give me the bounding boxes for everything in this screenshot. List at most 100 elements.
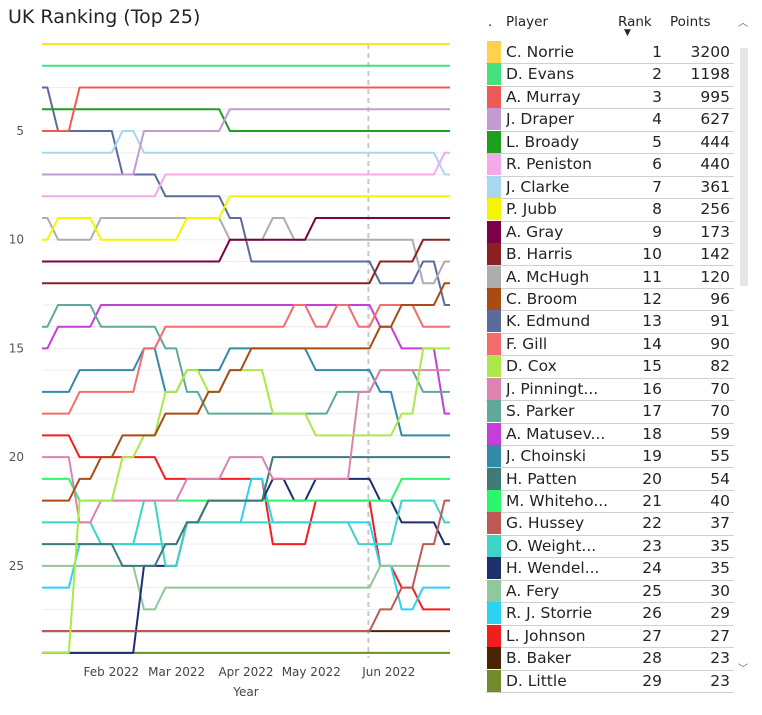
player-rank: 13 <box>642 312 662 331</box>
scroll-down-icon[interactable]: ﹀ <box>738 664 748 675</box>
series-line-h-patten[interactable] <box>42 456 450 567</box>
vertical-scrollbar[interactable] <box>740 48 748 286</box>
table-row[interactable]: P. Jubb 8 256 <box>486 198 734 222</box>
points-column-header[interactable]: Points <box>670 14 711 30</box>
y-tick-label: 15 <box>9 341 24 355</box>
table-row[interactable]: D. Little 29 23 <box>486 669 734 693</box>
player-rank: 21 <box>642 492 662 510</box>
player-points: 256 <box>700 200 730 219</box>
series-line-j-clarke[interactable] <box>42 129 450 176</box>
series-line-j-draper[interactable] <box>42 108 450 176</box>
table-row[interactable]: M. Whiteho... 21 40 <box>486 490 734 514</box>
table-row[interactable]: G. Hussey 22 37 <box>486 512 734 536</box>
color-swatch <box>487 377 501 400</box>
series-line-a-mchugh[interactable] <box>42 216 450 285</box>
series-line-a-matusevich[interactable] <box>42 303 450 415</box>
color-swatch <box>487 579 501 602</box>
table-row[interactable]: D. Cox 15 82 <box>486 355 734 379</box>
series-line-k-edmund[interactable] <box>42 86 450 306</box>
table-row[interactable]: D. Evans 2 1198 <box>486 63 734 87</box>
x-axis-ticks: Feb 2022 Mar 2022 Apr 2022 May 2022 Jun 2022 <box>84 665 416 679</box>
player-points: 54 <box>710 469 730 488</box>
table-row[interactable]: L. Johnson 27 27 <box>486 624 734 649</box>
series-line-l-broady[interactable] <box>42 108 450 132</box>
table-row[interactable]: F. Gill 14 90 <box>486 332 734 357</box>
rank-column-header[interactable]: Rank <box>618 14 652 30</box>
table-row[interactable]: S. Parker 17 70 <box>486 400 734 424</box>
color-swatch <box>487 332 501 355</box>
x-axis-label: Year <box>232 685 258 699</box>
player-rank: 29 <box>642 671 662 690</box>
player-name: R. J. Storrie <box>506 604 593 623</box>
player-rank: 16 <box>642 379 662 398</box>
series-line-f-gill[interactable] <box>42 303 450 415</box>
table-row[interactable]: J. Pinningt... 16 70 <box>486 377 734 402</box>
table-row[interactable]: A. Murray 3 995 <box>486 85 734 110</box>
table-row[interactable]: C. Broom 12 96 <box>486 287 734 312</box>
player-name: K. Edmund <box>506 312 591 331</box>
color-swatch <box>487 534 501 557</box>
player-points: 90 <box>710 334 730 353</box>
series-line-j-pinnington[interactable] <box>42 369 450 524</box>
player-points: 627 <box>700 110 730 129</box>
series-line-a-gray[interactable] <box>42 216 450 263</box>
player-rank: 11 <box>642 267 662 286</box>
table-row[interactable]: J. Draper 4 627 <box>486 108 734 132</box>
player-points: 440 <box>700 155 730 174</box>
table-row[interactable]: B. Baker 28 23 <box>486 647 734 671</box>
series-line-j-choinski[interactable] <box>42 347 450 437</box>
table-row[interactable]: J. Choinski 19 55 <box>486 445 734 469</box>
table-header: . Player Rank ▼ Points <box>482 14 744 38</box>
table-row[interactable]: A. Gray 9 173 <box>486 220 734 244</box>
table-row[interactable]: L. Broady 5 444 <box>486 130 734 155</box>
series-line-l-johnson[interactable] <box>42 434 450 611</box>
y-tick-label: 20 <box>9 450 24 464</box>
ranking-chart[interactable]: 5 10 15 20 25 Feb 2022 Mar 2022 Apr 2022 May 20… <box>0 30 470 715</box>
table-row[interactable]: A. McHugh 11 120 <box>486 265 734 289</box>
table-row[interactable]: O. Weight... 23 35 <box>486 534 734 559</box>
player-rank: 3 <box>652 87 662 106</box>
x-tick-label: Mar 2022 <box>148 665 205 679</box>
player-table[interactable]: . Player Rank ▼ Points C. Norrie 1 3200 D. … <box>482 8 754 703</box>
table-row[interactable]: R. J. Storrie 26 29 <box>486 602 734 626</box>
player-points: 120 <box>700 267 730 286</box>
player-rank: 4 <box>652 110 662 129</box>
series-line-r-peniston[interactable] <box>42 151 450 198</box>
series-line-g-hussey[interactable] <box>42 499 450 633</box>
color-swatch <box>487 445 501 468</box>
player-name: C. Norrie <box>506 43 575 61</box>
series-line-a-murray[interactable] <box>42 86 450 132</box>
table-row[interactable]: A. Fery 25 30 <box>486 579 734 604</box>
table-row[interactable]: B. Harris 10 142 <box>486 243 734 267</box>
player-name: B. Baker <box>506 649 571 668</box>
color-swatch <box>487 422 501 445</box>
player-column-header[interactable]: Player <box>506 14 549 30</box>
color-swatch <box>487 355 501 378</box>
table-row[interactable]: R. Peniston 6 440 <box>486 153 734 177</box>
y-axis-ticks: 5 10 15 20 25 <box>9 124 24 573</box>
series-line-o-weightman[interactable] <box>42 499 450 567</box>
series-line-c-broom[interactable] <box>42 282 450 502</box>
color-swatch <box>487 130 501 153</box>
player-points: 361 <box>700 177 730 196</box>
table-row[interactable]: K. Edmund 13 91 <box>486 310 734 334</box>
player-points: 27 <box>710 626 730 645</box>
color-swatch <box>487 198 501 221</box>
player-points: 995 <box>700 87 730 106</box>
color-swatch <box>487 467 501 490</box>
color-swatch <box>487 669 501 692</box>
table-row[interactable]: A. Matusev... 18 59 <box>486 422 734 447</box>
series-line-b-harris[interactable] <box>42 238 450 285</box>
table-row[interactable]: J. Clarke 7 361 <box>486 175 734 200</box>
player-rank: 1 <box>652 43 662 61</box>
color-swatch <box>487 220 501 243</box>
scroll-up-icon[interactable]: ︿ <box>738 18 748 29</box>
player-name: H. Wendel... <box>506 559 600 578</box>
series-line-p-jubb[interactable] <box>42 195 450 241</box>
player-rank: 24 <box>642 559 662 578</box>
table-row[interactable]: H. Wendel... 24 35 <box>486 557 734 581</box>
table-row[interactable]: C. Norrie 1 3200 <box>486 41 734 65</box>
series-lines[interactable] <box>42 43 450 654</box>
x-tick-label: Feb 2022 <box>84 665 140 679</box>
table-row[interactable]: H. Patten 20 54 <box>486 467 734 491</box>
